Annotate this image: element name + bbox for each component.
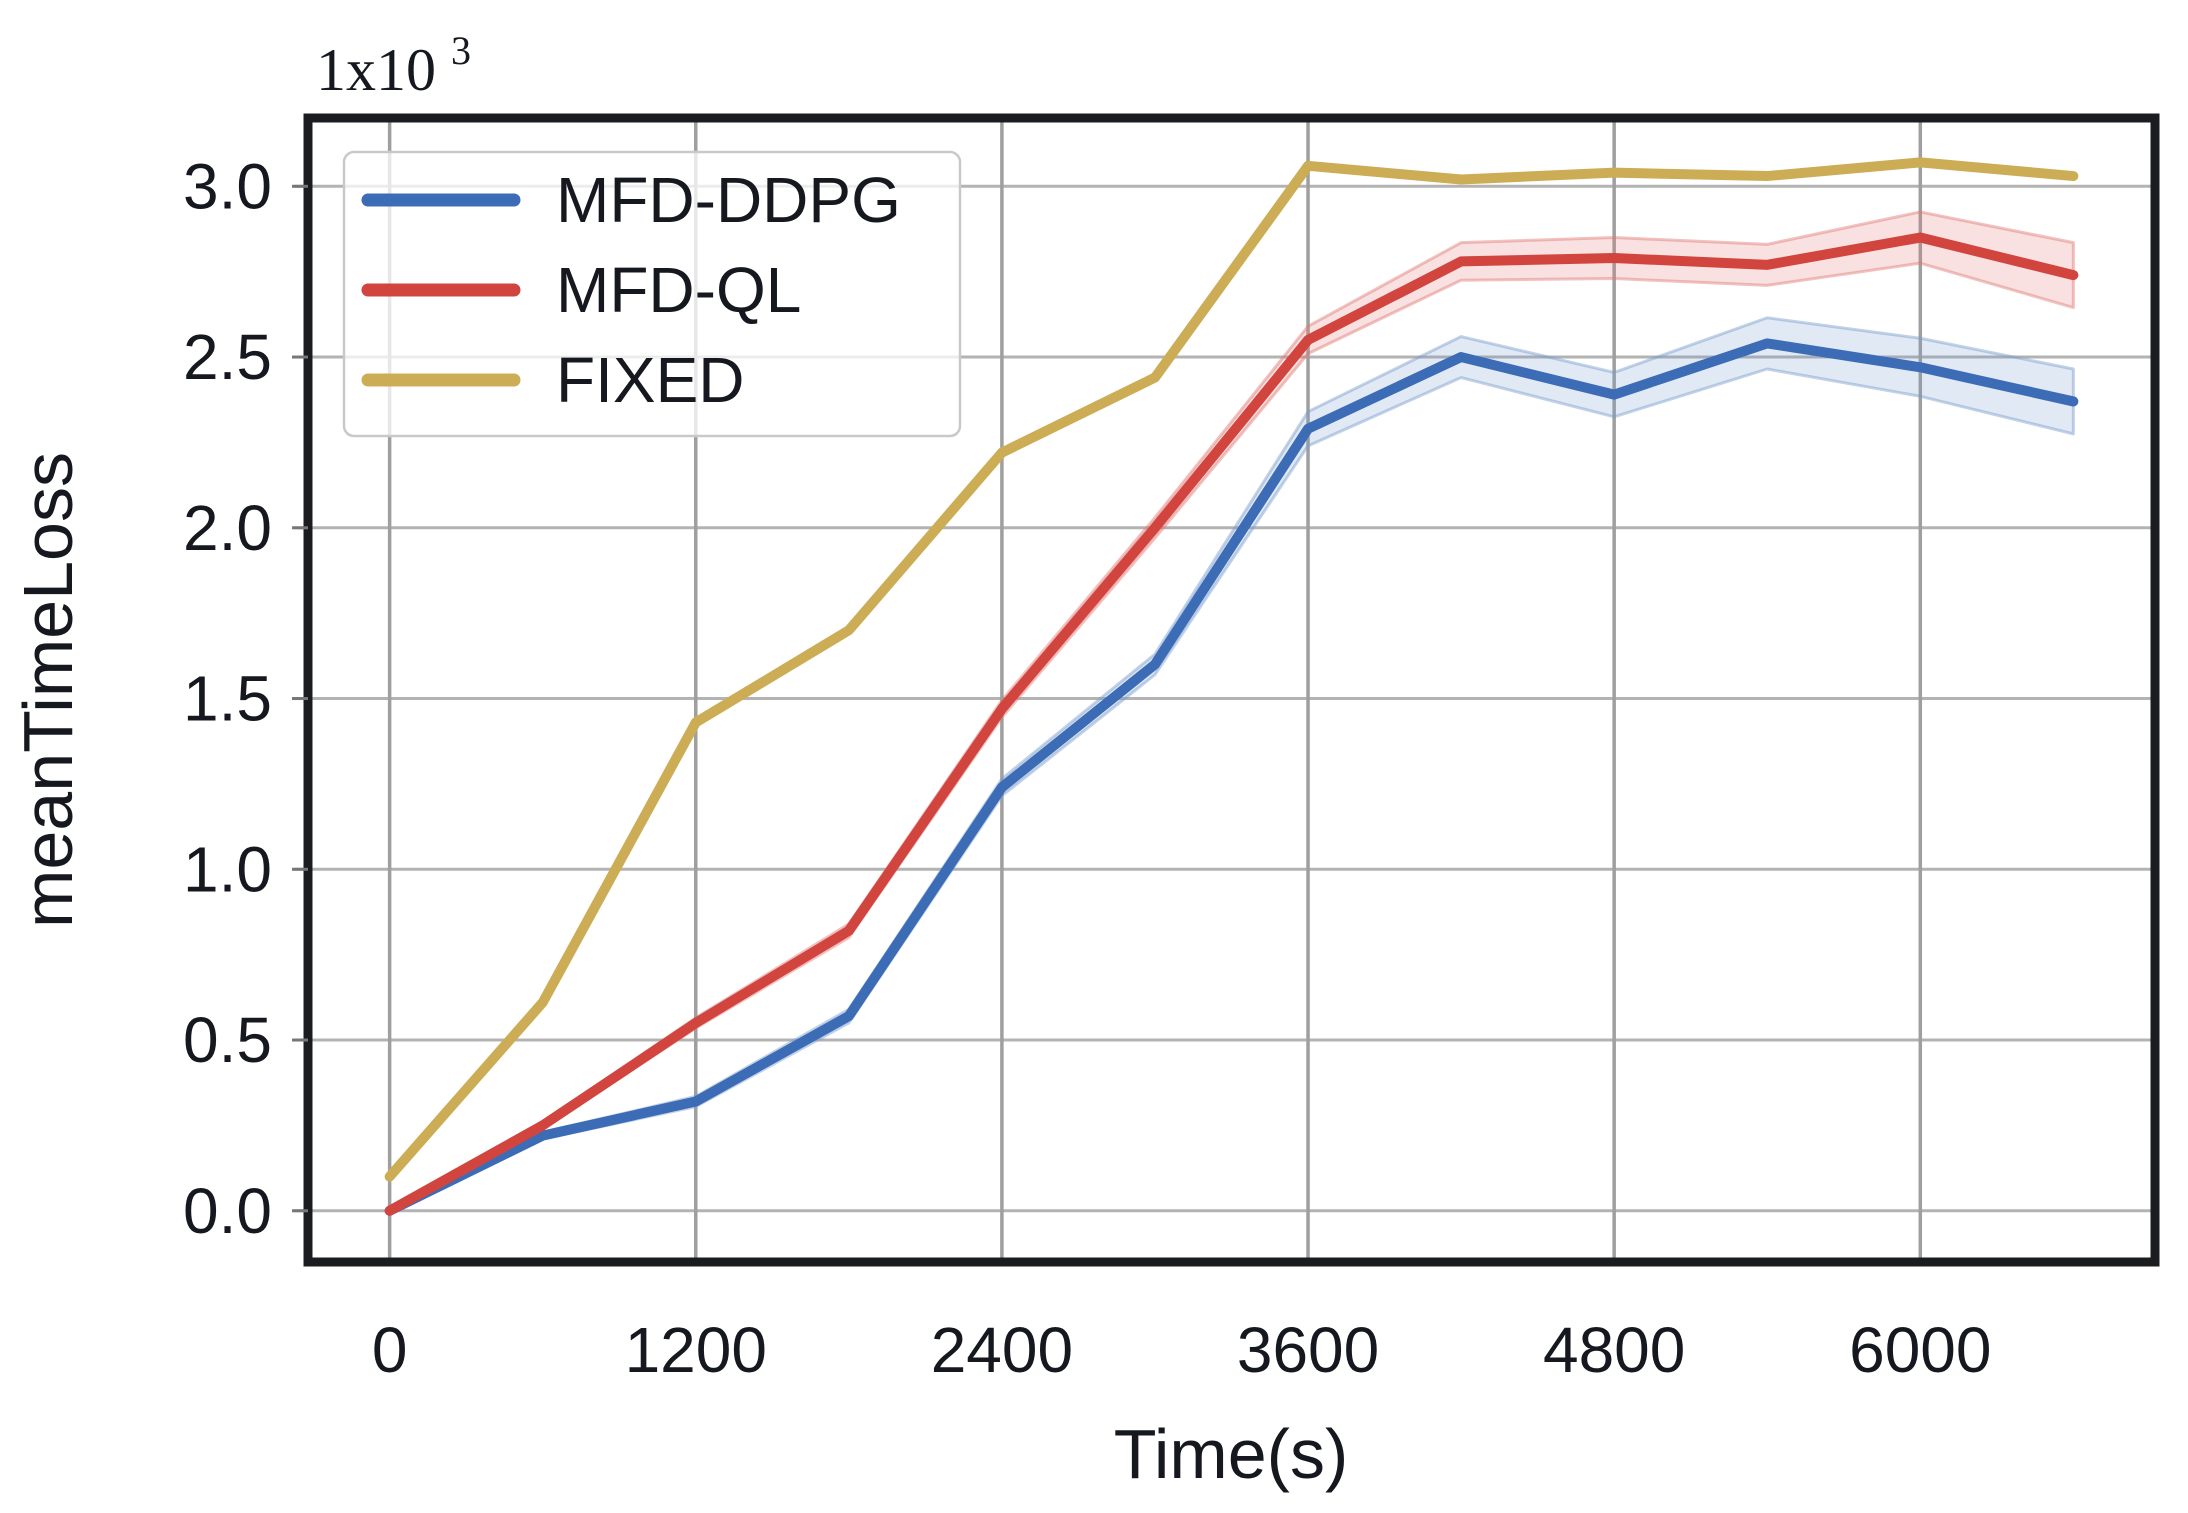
- x-tick-label: 3600: [1237, 1314, 1379, 1386]
- series-lines: [384, 157, 2079, 1216]
- y-tick-labels: 0.0 0.5 1.0 1.5 2.0 2.5 3.0: [183, 150, 272, 1246]
- legend-box: [342, 150, 962, 438]
- y-axis-offset-base: 1x10: [316, 37, 436, 103]
- legend-label-MFD-QL: MFD-QL: [556, 254, 801, 326]
- y-tick-label: 0.0: [183, 1175, 272, 1247]
- y-axis-offset: 1x10 3: [316, 28, 471, 103]
- legend-item-MFD-QL: MFD-QL: [361, 254, 801, 326]
- series-line-MFD-QL: [384, 232, 2079, 1216]
- y-axis-label: meanTimeLoss: [9, 452, 87, 928]
- x-tick-label: 0: [372, 1314, 408, 1386]
- legend-item-FIXED: FIXED: [361, 344, 744, 416]
- y-tick-label: 0.5: [183, 1004, 272, 1076]
- legend-items: MFD-DDPG MFD-QL FIXED: [361, 164, 901, 416]
- series-band-MFD-DDPG: [388, 316, 2075, 1214]
- legend: MFD-DDPG MFD-QL FIXED: [342, 150, 962, 438]
- legend-label-FIXED: FIXED: [556, 344, 744, 416]
- x-tick-label: 4800: [1543, 1314, 1685, 1386]
- y-tick-label: 3.0: [183, 150, 272, 222]
- x-tick-label: 6000: [1849, 1314, 1991, 1386]
- y-tick-label: 1.0: [183, 833, 272, 905]
- legend-item-MFD-DDPG: MFD-DDPG: [361, 164, 901, 236]
- series-line-FIXED: [384, 157, 2079, 1182]
- legend-label-MFD-DDPG: MFD-DDPG: [556, 164, 901, 236]
- series-line-MFD-DDPG: [384, 338, 2079, 1216]
- y-axis-offset-exponent: 3: [451, 28, 471, 73]
- x-tick-labels: 0 1200 2400 3600 4800 6000: [372, 1314, 1992, 1386]
- x-axis-label: Time(s): [1114, 1415, 1349, 1493]
- y-tick-label: 2.0: [183, 492, 272, 564]
- plot-frame: [303, 113, 2160, 1267]
- y-axis-ticks: [292, 184, 308, 1213]
- y-tick-label: 1.5: [183, 663, 272, 735]
- x-tick-label: 2400: [931, 1314, 1073, 1386]
- x-tick-label: 1200: [625, 1314, 767, 1386]
- y-tick-label: 2.5: [183, 321, 272, 393]
